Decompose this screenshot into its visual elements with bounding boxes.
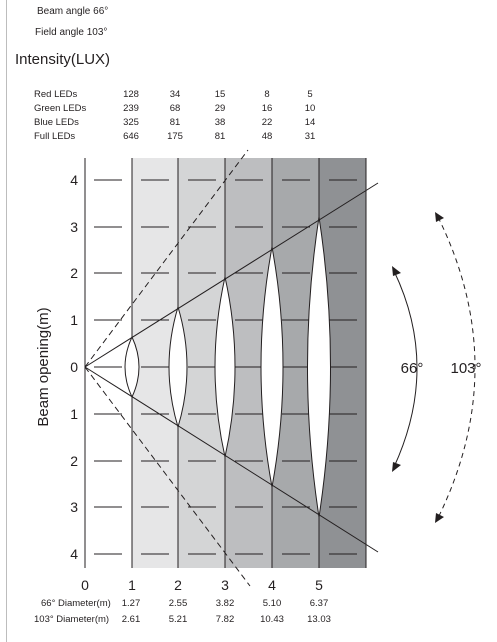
beam-lens-2m	[168, 305, 188, 429]
table-cell: 239	[123, 103, 139, 114]
beam-edge-upper	[84, 182, 379, 368]
beam-angle-value: 66°	[93, 6, 109, 17]
table-row-label: Green LEDs	[34, 103, 87, 114]
y-tick-label: 3	[70, 219, 78, 235]
x-tick-label: 2	[174, 577, 182, 593]
y-axis-label: Beam opening(m)	[35, 307, 52, 426]
page-border	[6, 0, 7, 642]
beam-lens-5m	[307, 216, 331, 518]
field-angle-label: Field angle	[35, 27, 84, 38]
table-cell: 16	[261, 103, 273, 114]
arrowhead-icon	[392, 462, 401, 472]
table-cell: 34	[169, 89, 181, 100]
arrowhead-icon	[435, 212, 444, 222]
field-angle-value: 103°	[86, 27, 108, 38]
x-tick-label: 4	[268, 577, 276, 593]
table-cell: 5	[307, 89, 313, 100]
y-tick-labels: 4 3 2 1 0 1 2 3 4	[70, 172, 78, 562]
field-diameter-value: 7.82	[216, 614, 235, 625]
table-cell: 22	[261, 117, 273, 128]
beam-angle-label: 66°	[401, 360, 424, 377]
table-cell: 31	[304, 131, 316, 142]
angle-arrowheads	[392, 212, 444, 523]
beam-diameter-value: 5.10	[263, 598, 282, 609]
y-tick-label: 4	[70, 546, 78, 562]
table-cell: 14	[304, 117, 316, 128]
table-cell: 48	[261, 131, 273, 142]
table-row-label: Red LEDs	[34, 89, 78, 100]
table-cell: 68	[169, 103, 181, 114]
table-cell: 38	[214, 117, 226, 128]
grid-dashes	[94, 179, 357, 555]
beam-diameter-label: 66° Diameter(m)	[41, 598, 111, 609]
beam-lens-4m	[260, 246, 284, 488]
table-cell: 325	[123, 117, 139, 128]
beam-angle-spec: Beam angle 66°	[37, 6, 108, 18]
field-diameter-label: 103° Diameter(m)	[34, 614, 109, 625]
angle-arcs	[393, 216, 476, 519]
table-cell: 81	[169, 117, 181, 128]
arrowhead-icon	[435, 513, 444, 523]
beam-diameter-value: 2.55	[169, 598, 188, 609]
table-cell: 29	[214, 103, 226, 114]
table-cell: 10	[304, 103, 316, 114]
table-cell: 128	[123, 89, 139, 100]
diameter-rows: 66° Diameter(m) 1.27 2.55 3.82 5.10 6.37…	[34, 598, 331, 625]
field-diameter-value: 5.21	[169, 614, 188, 625]
field-edge-upper	[84, 149, 249, 368]
beam-lens-3m	[214, 276, 236, 458]
table-row-label: Blue LEDs	[34, 117, 79, 128]
beam-edges	[84, 149, 379, 587]
field-diameter-value: 10.43	[260, 614, 284, 625]
y-tick-label: 4	[70, 172, 78, 188]
table-cell: 81	[214, 131, 226, 142]
field-angle-label: 103°	[450, 360, 481, 377]
x-tick-labels: 0 1 2 3 4 5	[81, 577, 323, 593]
arrowhead-icon	[392, 266, 401, 276]
beam-edge-lower	[84, 366, 379, 553]
table-row-label: Full LEDs	[34, 131, 76, 142]
field-angle-arc	[437, 216, 476, 519]
field-diameter-value: 2.61	[122, 614, 141, 625]
beam-angle-label: Beam angle	[37, 6, 91, 17]
x-tick-label: 5	[315, 577, 323, 593]
x-tick-label: 0	[81, 577, 89, 593]
field-diameter-value: 13.03	[307, 614, 331, 625]
y-tick-label: 3	[70, 499, 78, 515]
x-tick-label: 1	[128, 577, 136, 593]
y-tick-label: 2	[70, 265, 78, 281]
beam-diameter-value: 6.37	[310, 598, 329, 609]
beam-diameter-value: 1.27	[122, 598, 141, 609]
table-cell: 15	[214, 89, 226, 100]
beam-angle-arc	[393, 270, 418, 468]
beam-lenses	[124, 216, 331, 518]
beam-diameter-value: 3.82	[216, 598, 235, 609]
field-edge-lower	[84, 366, 251, 587]
y-tick-label: 0	[70, 359, 78, 375]
field-angle-spec: Field angle 103°	[35, 27, 107, 39]
table-cell: 175	[167, 131, 183, 142]
y-tick-label: 2	[70, 453, 78, 469]
intensity-title: Intensity(LUX)	[15, 51, 111, 68]
x-tick-label: 3	[221, 577, 229, 593]
table-cell: 646	[123, 131, 139, 142]
y-tick-label: 1	[70, 406, 78, 422]
y-tick-label: 1	[70, 312, 78, 328]
table-cell: 8	[264, 89, 270, 100]
